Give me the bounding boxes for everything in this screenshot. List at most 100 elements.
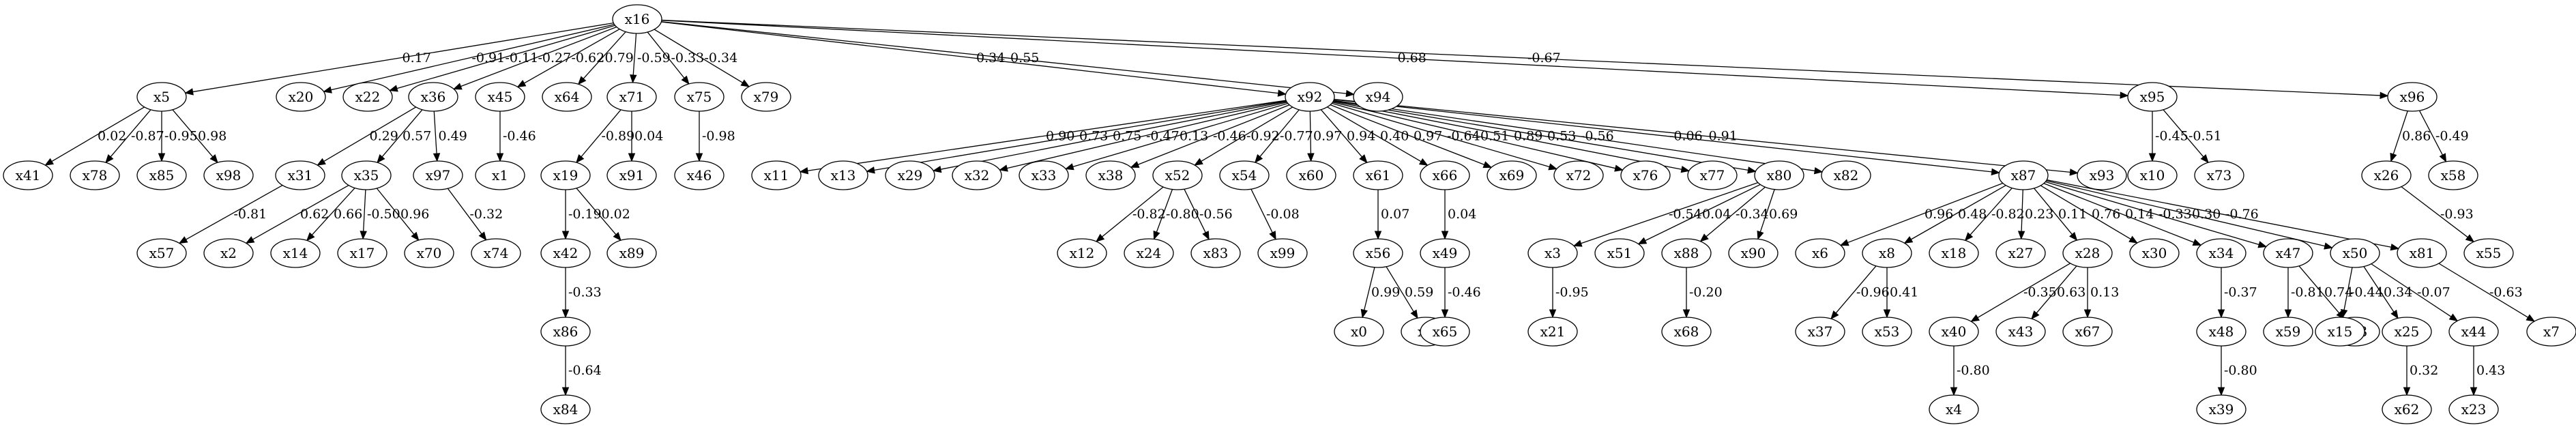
node-x22: x22: [342, 82, 393, 112]
edge-weight-label: 0.29: [370, 129, 398, 144]
edge-line: [331, 24, 615, 91]
node-label: x45: [488, 89, 513, 105]
arrowhead: [433, 153, 441, 162]
node-label: x12: [1070, 245, 1095, 261]
arrowhead: [681, 75, 690, 85]
edge-x87-x27: 0.23: [2017, 189, 2053, 240]
edge-weight-label: 0.49: [439, 129, 467, 144]
node-x31: x31: [275, 160, 325, 190]
edge-x16-x79: -0.34: [654, 29, 750, 87]
edge-weight-label: 0.74: [2324, 285, 2353, 300]
edge-weight-label: -0.33: [671, 50, 705, 66]
edge-weight-label: 0.51: [1480, 129, 1509, 144]
arrowhead: [2448, 313, 2459, 321]
edge-x92-x87: -0.06: [1334, 99, 2000, 176]
edge-weight-label: 0.02: [602, 207, 630, 222]
node-label: x98: [216, 167, 241, 184]
node-label: x58: [2441, 167, 2466, 184]
arrowhead: [1374, 231, 1382, 240]
node-ellipse: [1286, 160, 1336, 190]
node-x11: x11: [751, 160, 802, 190]
node-x33: x33: [1019, 160, 1069, 190]
edge-weight-label: -0.92: [1246, 129, 1280, 144]
edge-weight-label: -0.33: [568, 285, 602, 300]
node-label: x24: [1137, 245, 1162, 261]
node-x51: x51: [1594, 238, 1645, 268]
edge-line: [172, 109, 214, 158]
edge-x92-x54: -0.77: [1254, 109, 1313, 164]
node-ellipse: [540, 317, 591, 347]
edge-weight-label: 0.02: [98, 129, 126, 144]
edge-x61-x56: 0.07: [1374, 190, 1409, 240]
node-label: x55: [2476, 245, 2502, 261]
edge-line: [2401, 186, 2468, 238]
node-ellipse: [475, 82, 525, 112]
arrowhead: [1307, 153, 1315, 162]
arrowhead: [1549, 309, 1557, 319]
node-ellipse: [1124, 238, 1174, 268]
edge-line: [1334, 99, 1992, 173]
edge-line: [1006, 102, 1287, 169]
edge-weight-label: 0.57: [402, 129, 431, 144]
node-ellipse: [1085, 160, 1136, 190]
node-label: x37: [1808, 323, 1833, 340]
arrowhead: [1277, 89, 1287, 97]
node-x1: x1: [475, 160, 525, 190]
node-label: x5: [153, 89, 170, 105]
edge-x92-x72: -0.64: [1332, 102, 1558, 171]
node-ellipse: [1995, 317, 2046, 347]
arrowhead: [209, 154, 218, 164]
node-label: x11: [764, 167, 789, 184]
node-label: x1: [492, 167, 508, 184]
edge-weight-label: -0.62: [572, 50, 605, 66]
edge-line: [2043, 183, 2195, 243]
node-label: x92: [1298, 89, 1323, 105]
node-x39: x39: [2196, 394, 2246, 424]
arrowhead: [245, 236, 255, 244]
edge-x31-x57: -0.81: [178, 184, 283, 244]
node-label: x76: [1633, 167, 1658, 184]
node-label: x79: [754, 89, 779, 105]
arrowhead: [317, 158, 326, 166]
arrowhead: [2083, 309, 2092, 319]
edge-weight-label: -0.82: [1991, 207, 2025, 222]
arrowhead: [2148, 153, 2156, 162]
edge-x47-x59: -0.81: [2284, 267, 2324, 319]
node-ellipse: [2382, 317, 2432, 347]
node-x27: x27: [1995, 238, 2046, 268]
edge-x19-x89: 0.02: [576, 188, 630, 242]
edge-line: [940, 101, 1287, 170]
node-label: x74: [484, 245, 509, 261]
edge-line: [2021, 189, 2023, 232]
node-ellipse: [751, 160, 802, 190]
node-label: x49: [1433, 245, 1458, 261]
node-ellipse: [1661, 238, 1712, 268]
edge-line: [1102, 186, 1164, 237]
edge-line: [1332, 102, 1616, 169]
edge-weight-label: 0.89: [1514, 129, 1542, 144]
node-ellipse: [1420, 317, 1470, 347]
edge-weight-label: -0.82: [1132, 207, 1166, 222]
node-ellipse: [2330, 238, 2380, 268]
node-ellipse: [1420, 238, 1470, 268]
edge-x92-x29: 0.75: [932, 101, 1287, 173]
node-ellipse: [818, 160, 868, 190]
node-x52: x52: [1152, 160, 1203, 190]
arrowhead: [496, 153, 504, 162]
node-x38: x38: [1085, 160, 1136, 190]
node-x77: x77: [1687, 160, 1738, 190]
edge-line: [2036, 265, 2077, 314]
node-label: x64: [555, 89, 580, 105]
arrowhead: [2324, 242, 2333, 250]
edge-line: [2047, 179, 2392, 248]
edge-line: [186, 184, 283, 240]
arrowhead: [2120, 91, 2129, 99]
edge-x35-x17: -0.50: [360, 189, 400, 240]
node-ellipse: [952, 160, 1002, 190]
node-x89: x89: [606, 238, 657, 268]
node-x96: x96: [2387, 82, 2438, 112]
node-ellipse: [1334, 317, 1384, 347]
node-ellipse: [1821, 160, 1871, 190]
node-label: x48: [2209, 323, 2234, 340]
node-x81: x81: [2397, 238, 2447, 268]
